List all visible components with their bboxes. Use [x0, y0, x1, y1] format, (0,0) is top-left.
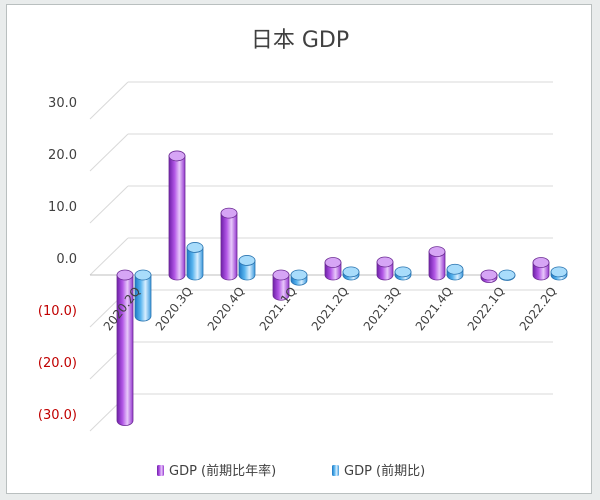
bar-annualized: [376, 256, 394, 281]
bar-qoq: [550, 266, 568, 281]
x-tick-label: 2020.4Q: [205, 284, 248, 333]
bar-qoq: [238, 255, 256, 281]
bar-qoq: [290, 269, 308, 286]
x-tick-label: 2022.2Q: [517, 284, 560, 333]
chart: 日本 GDP 30.0 20.0 10.0 0.0 (10.0) (20.0) (30.0)…: [38, 28, 568, 479]
bar-annualized: [168, 150, 186, 281]
x-tick-label: 2020.3Q: [153, 284, 196, 333]
bar-qoq: [134, 269, 152, 322]
grid: [89, 81, 553, 432]
bar-qoq: [394, 266, 412, 281]
y-tick-label: 20.0: [48, 148, 77, 163]
bar-annualized: [324, 257, 342, 281]
gridline-depth: [89, 237, 129, 276]
bar-annualized: [272, 269, 290, 301]
y-tick-label: 0.0: [56, 252, 77, 267]
bar-qoq: [186, 242, 204, 281]
legend-item-annualized: GDP (前期比年率): [157, 463, 276, 479]
y-tick-label: 10.0: [48, 200, 77, 215]
y-tick-label: 30.0: [48, 96, 77, 111]
bar-annualized: [480, 269, 498, 283]
legend-label-qoq: GDP (前期比): [344, 463, 425, 479]
legend-swatch-qoq: [332, 465, 339, 476]
bar-annualized: [532, 257, 550, 281]
y-axis-ticks: 30.0 20.0 10.0 0.0 (10.0) (20.0) (30.0): [38, 96, 77, 423]
bar-qoq: [342, 266, 360, 281]
legend-swatch-annualized: [157, 465, 164, 476]
x-tick-label: 2021.3Q: [361, 284, 404, 333]
x-tick-label: 2021.4Q: [413, 284, 456, 333]
legend-item-qoq: GDP (前期比): [332, 463, 425, 479]
gridline-depth: [89, 185, 129, 224]
y-tick-label: (10.0): [38, 304, 77, 319]
legend-label-annualized: GDP (前期比年率): [169, 463, 276, 479]
x-axis-ticks: 2020.2Q 2020.3Q 2020.4Q 2021.1Q 2021.2Q 2021.…: [101, 284, 560, 333]
gridline-depth: [89, 81, 129, 120]
legend: GDP (前期比年率) GDP (前期比): [157, 463, 425, 479]
x-tick-label: 2022.1Q: [465, 284, 508, 333]
gridline-depth: [89, 133, 129, 172]
bar-qoq: [498, 269, 516, 281]
bars: [116, 150, 568, 426]
y-tick-label: (30.0): [38, 408, 77, 423]
bar-annualized: [428, 246, 446, 281]
bar-annualized: [220, 207, 238, 281]
x-tick-label: 2021.2Q: [309, 284, 352, 333]
bar-annualized: [116, 269, 134, 426]
chart-title: 日本 GDP: [251, 28, 349, 53]
chart-frame: 日本 GDP 30.0 20.0 10.0 0.0 (10.0) (20.0) (30.0)…: [6, 4, 592, 494]
bar-qoq: [446, 263, 464, 281]
y-tick-label: (20.0): [38, 356, 77, 371]
